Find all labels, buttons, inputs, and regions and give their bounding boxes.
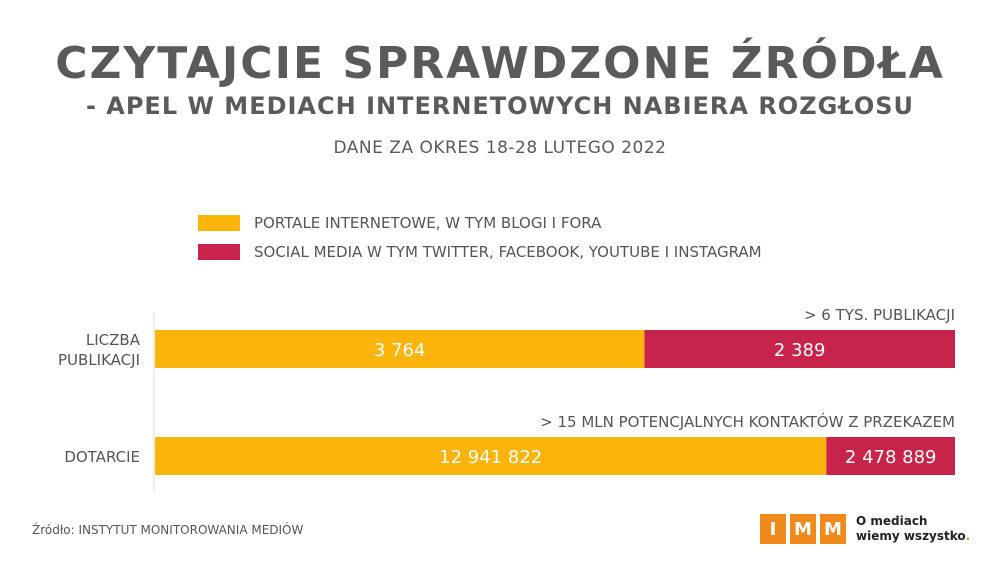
logo-tagline-line2: wiemy wszystko. [856,529,970,544]
bar-value-label-0-0: 3 764 [374,340,426,361]
chart-subtitle: - APEL W MEDIACH INTERNETOWYCH NABIERA R… [85,92,915,120]
bar-segment-1-0 [155,437,827,475]
legend-item-portale: PORTALE INTERNETOWE, W TYM BLOGI I FORA [198,210,762,236]
logo-tagline-dot: . [965,529,971,543]
bar-value-label-1-0: 12 941 822 [439,447,542,468]
chart-title: CZYTAJCIE SPRAWDZONE ŹRÓDŁA [55,38,945,89]
logo-tagline: O mediach wiemy wszystko. [856,514,970,544]
row-label-1-0: DOTARCIE [64,448,140,466]
row-label-0-1: PUBLIKACJI [58,351,140,369]
logo-letter-m2: M [820,514,846,544]
logo-tagline-line1: O mediach [856,514,928,528]
logo-letter-m1: M [790,514,816,544]
bar-value-label-1-1: 2 478 889 [845,447,937,468]
row-label-0-0: LICZBA [86,331,141,349]
bar-segment-1-1 [826,437,955,475]
source-note: Źródło: INSTYTUT MONITOROWANIA MEDIÓW [32,523,304,537]
bar-value-label-0-1: 2 389 [774,340,826,361]
legend-label-social: SOCIAL MEDIA W TYM TWITTER, FACEBOOK, YO… [254,243,762,261]
bar-segment-0-0 [155,330,645,368]
imm-logo: I M M O mediach wiemy wszystko. [760,514,970,544]
legend-swatch-portale [198,215,240,231]
legend-label-portale: PORTALE INTERNETOWE, W TYM BLOGI I FORA [254,214,602,232]
legend: PORTALE INTERNETOWE, W TYM BLOGI I FORA … [198,210,762,268]
logo-letter-i: I [760,514,786,544]
bar-annotation-1: > 15 MLN POTENCJALNYCH KONTAKTÓW Z PRZEK… [540,412,955,431]
legend-item-social: SOCIAL MEDIA W TYM TWITTER, FACEBOOK, YO… [198,239,762,265]
logo-tagline-line2-text: wiemy wszystko [856,529,966,543]
bar-annotation-0: > 6 TYS. PUBLIKACJI [804,306,955,324]
bar-segment-0-1 [644,330,955,368]
chart-period: DANE ZA OKRES 18-28 LUTEGO 2022 [333,138,667,158]
legend-swatch-social [198,244,240,260]
